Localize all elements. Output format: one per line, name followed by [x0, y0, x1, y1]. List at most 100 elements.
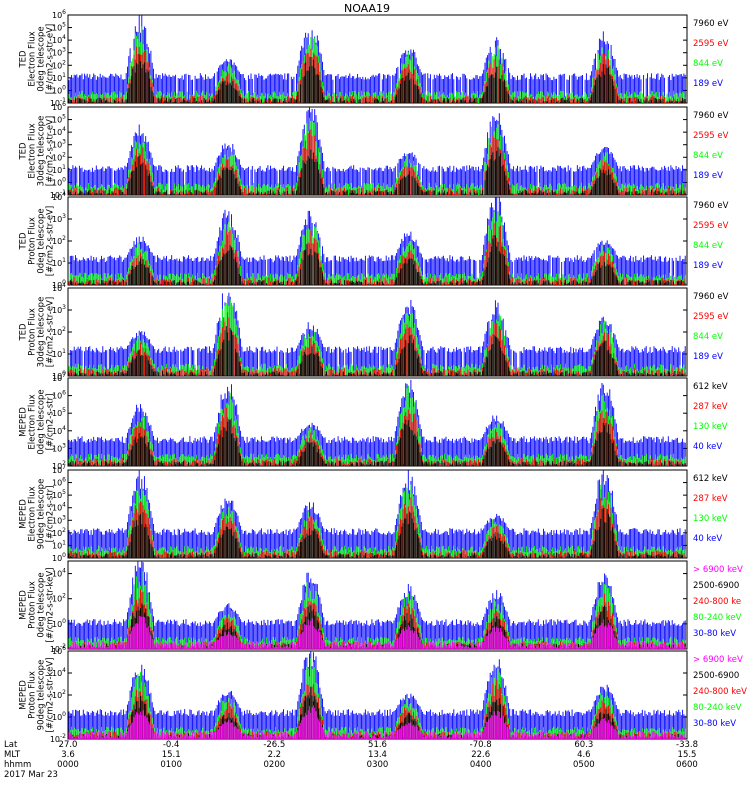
x-row-label: Lat [4, 740, 18, 750]
x-tick-lat: 60.3 [574, 740, 593, 750]
y-tick-label: 101 [52, 72, 66, 83]
legend-entry: 2595 eV [693, 131, 729, 141]
data-traces [68, 379, 686, 466]
y-tick-label: 100 [52, 176, 66, 187]
x-tick-hhmm: 0300 [367, 760, 389, 770]
data-traces [68, 470, 686, 558]
y-tick-label: 100 [52, 279, 66, 290]
y-tick-label: 107 [52, 372, 66, 383]
y-tick-label: 10-2 [50, 643, 66, 654]
data-traces [68, 651, 686, 739]
x-tick-mlt: 22.6 [471, 750, 490, 760]
legend-entry: 189 eV [693, 261, 723, 271]
legend-entry: 40 keV [693, 534, 722, 544]
legend-entry: 2595 eV [693, 221, 729, 231]
series-black [68, 326, 686, 376]
x-row-label: hhmm [4, 760, 31, 770]
y-tick-label: 106 [52, 9, 66, 20]
legend-entry: 7960 eV [693, 19, 729, 29]
series-magenta [68, 616, 686, 649]
y-tick-label: 103 [52, 213, 66, 224]
y-tick-label: 102 [52, 59, 66, 70]
y-tick-label: 107 [52, 464, 66, 475]
y-tick-label: 10-1 [50, 189, 66, 200]
legend-entry: 80-240 keV [693, 613, 742, 623]
y-axis-label: MEPEDElectron Flux90deg telescope[#/cm2-… [19, 479, 56, 550]
y-tick-label: 105 [52, 22, 66, 33]
y-tick-label: 105 [52, 114, 66, 125]
legend-entry: 287 keV [693, 402, 728, 412]
x-row-label: MLT [4, 750, 21, 760]
data-traces [68, 292, 686, 376]
panel-4: 100 101 102 103 104 TEDProton Flux30deg teles… [19, 282, 729, 381]
series-black [68, 54, 686, 103]
series-black [68, 419, 686, 466]
legend-entry: 7960 eV [693, 111, 729, 121]
legend-entry: 30-80 keV [693, 719, 736, 729]
x-tick-hhmm: 0200 [264, 760, 286, 770]
legend-entry: 612 keV [693, 474, 728, 484]
x-tick-mlt: 13.4 [368, 750, 387, 760]
x-tick-lat: 27.0 [59, 740, 78, 750]
legend-entry: > 6900 keV [693, 565, 743, 575]
x-tick-lat: -26.5 [263, 740, 285, 750]
y-tick-label: 101 [52, 539, 66, 550]
y-tick-label: 102 [52, 235, 66, 246]
y-tick-label: 10-2 [50, 733, 66, 744]
y-tick-label: 101 [52, 164, 66, 175]
legend-entry: 189 eV [693, 352, 723, 362]
legend-entry: 240-800 keV [693, 687, 747, 697]
x-tick-hhmm: 0600 [676, 760, 698, 770]
y-tick-label: 106 [52, 101, 66, 112]
y-axis-label: TEDElectron Flux0deg telescope[#/cm2-s-s… [19, 24, 56, 94]
x-tick-mlt: 2.2 [268, 750, 282, 760]
legend-entry: 612 keV [693, 382, 728, 392]
y-tick-label: 102 [52, 689, 66, 700]
data-traces [68, 561, 686, 649]
y-axis-label: MEPEDElectron Flux0deg telescope[#/cm2-s… [19, 389, 56, 454]
y-tick-label: 105 [52, 489, 66, 500]
y-tick-label: 103 [52, 442, 66, 453]
y-tick-label: 102 [52, 460, 66, 471]
y-tick-label: 104 [52, 502, 66, 513]
legend-entry: 189 eV [693, 171, 723, 181]
x-tick-lat: -70.8 [470, 740, 492, 750]
legend-entry: 80-240 keV [693, 703, 742, 713]
panel-3: 100 101 102 103 104 TEDProton Flux0deg telesc… [19, 191, 729, 290]
data-traces [68, 197, 686, 285]
panel-8: 10-2 100 102 104 106 MEPEDProton Flux90deg te… [19, 645, 748, 744]
y-tick-label: 104 [52, 568, 66, 579]
y-tick-label: 102 [52, 326, 66, 337]
y-tick-label: 100 [52, 552, 66, 563]
y-tick-label: 100 [52, 618, 66, 629]
y-tick-label: 100 [52, 84, 66, 95]
y-tick-label: 104 [52, 126, 66, 137]
x-tick-hhmm: 0000 [57, 760, 79, 770]
data-traces [68, 15, 686, 103]
series-black [69, 235, 686, 285]
y-axis-label: TEDElectron Flux30deg telescope[#/cm2-s-… [19, 116, 56, 187]
x-tick-mlt: 4.6 [577, 750, 591, 760]
y-tick-label: 101 [52, 257, 66, 268]
y-tick-label: 106 [52, 645, 66, 656]
y-tick-label: 104 [52, 34, 66, 45]
data-traces [68, 107, 686, 195]
panel-5: 102 103 104 105 106 107 MEPEDElectron Flux0deg… [19, 372, 728, 471]
legend-entry: 7960 eV [693, 292, 729, 302]
legend-entry: 287 keV [693, 494, 728, 504]
x-tick-lat: 51.6 [368, 740, 387, 750]
y-tick-label: 101 [52, 348, 66, 359]
legend-entry: 40 keV [693, 442, 722, 452]
legend-entry: 7960 eV [693, 201, 729, 211]
x-tick-hhmm: 0500 [573, 760, 595, 770]
y-tick-label: 100 [52, 711, 66, 722]
y-axis-label: TEDProton Flux30deg telescope[#/cm2-s-st… [19, 297, 56, 368]
y-axis-label: MEPEDProton Flux90deg telescope[#/cm2-s-… [19, 658, 56, 733]
y-tick-label: 102 [52, 593, 66, 604]
series-black [68, 508, 686, 558]
y-tick-label: 103 [52, 139, 66, 150]
